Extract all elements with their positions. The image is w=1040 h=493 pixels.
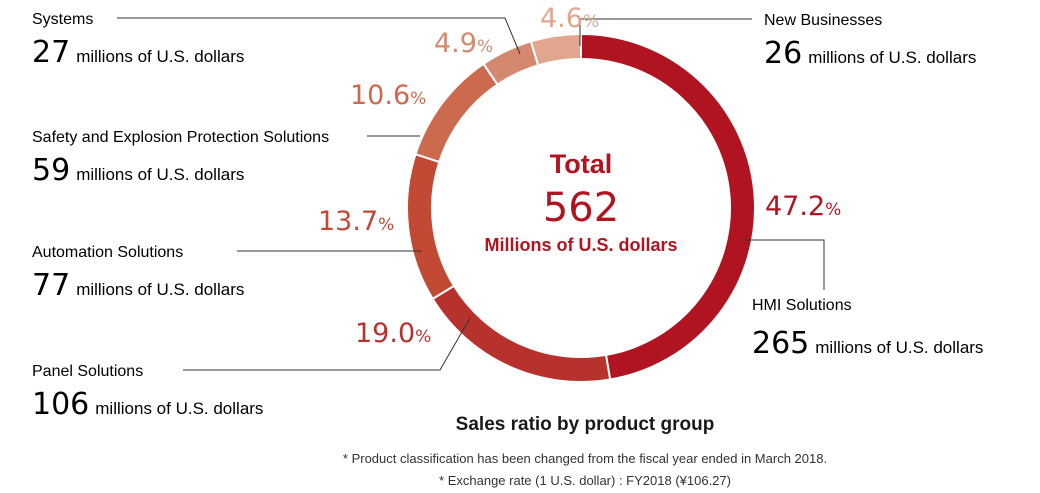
label-systems: Systems — [32, 11, 93, 28]
value-hmi: 265 millions of U.S. dollars — [752, 326, 983, 361]
donut-slice-safety — [414, 62, 499, 164]
donut-slice-panel — [431, 284, 612, 383]
donut-slice-new-businesses — [529, 32, 582, 67]
value-new-businesses: 26 millions of U.S. dollars — [764, 36, 976, 71]
center-total-label: Total — [550, 149, 613, 179]
center-total-unit: Millions of U.S. dollars — [484, 235, 677, 255]
leader-line-hmi — [744, 239, 825, 290]
chart-caption: Sales ratio by product group — [455, 414, 715, 435]
leader-line-new-businesses — [579, 18, 752, 46]
pct-label-systems: 4.9% — [434, 28, 493, 59]
label-safety: Safety and Explosion Protection Solution… — [32, 129, 329, 146]
leader-lines — [117, 17, 825, 371]
label-new-businesses: New Businesses — [764, 12, 882, 29]
footnote-classification: * Product classification has been change… — [342, 451, 828, 466]
pct-label-automation: 13.7% — [318, 206, 394, 237]
pct-label-hmi: 47.2% — [765, 191, 841, 222]
pct-label-safety: 10.6% — [350, 80, 426, 111]
value-safety: 59 millions of U.S. dollars — [32, 153, 244, 188]
footnote-exchange-rate: * Exchange rate (1 U.S. dollar) : FY2018… — [439, 473, 731, 488]
value-systems: 27 millions of U.S. dollars — [32, 35, 244, 70]
leader-line-panel — [183, 317, 471, 371]
value-automation: 77 millions of U.S. dollars — [32, 268, 244, 303]
label-automation: Automation Solutions — [32, 244, 183, 261]
donut-slices — [406, 32, 756, 383]
value-panel: 106 millions of U.S. dollars — [32, 387, 263, 422]
label-panel: Panel Solutions — [32, 363, 143, 380]
leader-line-systems — [117, 17, 521, 55]
pct-label-panel: 19.0% — [355, 318, 431, 349]
label-hmi: HMI Solutions — [752, 297, 852, 314]
donut-slice-automation — [406, 152, 456, 301]
center-total-value: 562 — [543, 185, 619, 231]
pct-label-new-businesses: 4.6% — [540, 3, 599, 34]
